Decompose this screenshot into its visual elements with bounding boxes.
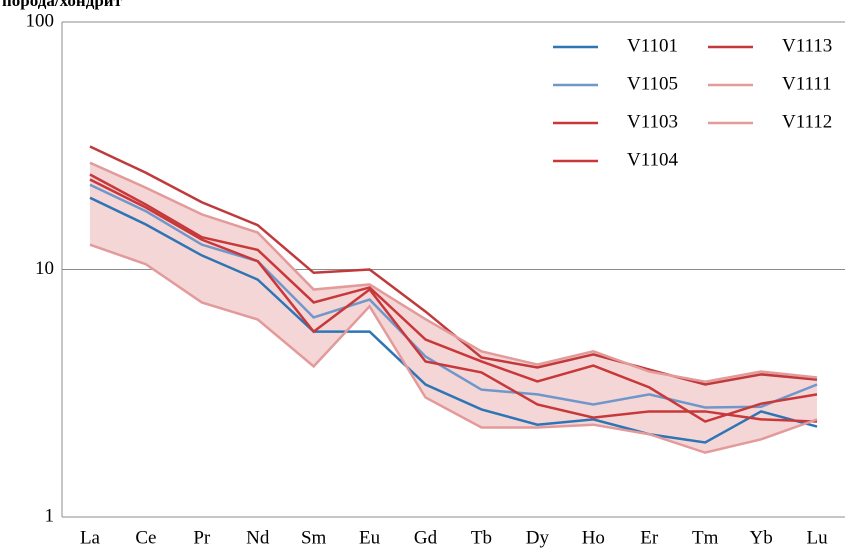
series-line bbox=[89, 178, 818, 423]
legend-label: V1103 bbox=[627, 111, 678, 132]
x-tick-label: Eu bbox=[359, 527, 381, 548]
legend-label: V1111 bbox=[782, 73, 832, 94]
series-line bbox=[89, 173, 818, 423]
y-tick-label: 1 bbox=[45, 505, 55, 526]
y-axis-label: порода/хондрит bbox=[2, 0, 123, 10]
legend-label: V1101 bbox=[627, 35, 678, 56]
x-tick-label: La bbox=[80, 527, 101, 548]
x-tick-label: Tm bbox=[692, 527, 719, 548]
y-tick-label: 10 bbox=[35, 258, 54, 279]
x-tick-label: Tb bbox=[471, 527, 492, 548]
series-line bbox=[89, 243, 818, 454]
legend-label: V1113 bbox=[782, 35, 832, 56]
series-line bbox=[89, 196, 818, 444]
series-line bbox=[89, 161, 818, 384]
x-tick-label: Nd bbox=[246, 527, 270, 548]
x-tick-label: Sm bbox=[301, 527, 327, 548]
x-tick-label: Lu bbox=[806, 527, 828, 548]
x-tick-label: Gd bbox=[414, 527, 438, 548]
x-tick-label: Dy bbox=[526, 527, 550, 548]
legend-label: V1105 bbox=[627, 73, 678, 94]
series-line bbox=[89, 183, 818, 409]
x-tick-label: Pr bbox=[193, 527, 211, 548]
envelope bbox=[89, 162, 818, 453]
y-tick-label: 100 bbox=[26, 10, 55, 31]
x-tick-label: Ho bbox=[582, 527, 605, 548]
x-tick-label: Ce bbox=[135, 527, 156, 548]
legend-label: V1112 bbox=[782, 111, 832, 132]
legend-label: V1104 bbox=[627, 149, 679, 170]
x-tick-label: Er bbox=[640, 527, 659, 548]
x-tick-label: Yb bbox=[749, 527, 772, 548]
